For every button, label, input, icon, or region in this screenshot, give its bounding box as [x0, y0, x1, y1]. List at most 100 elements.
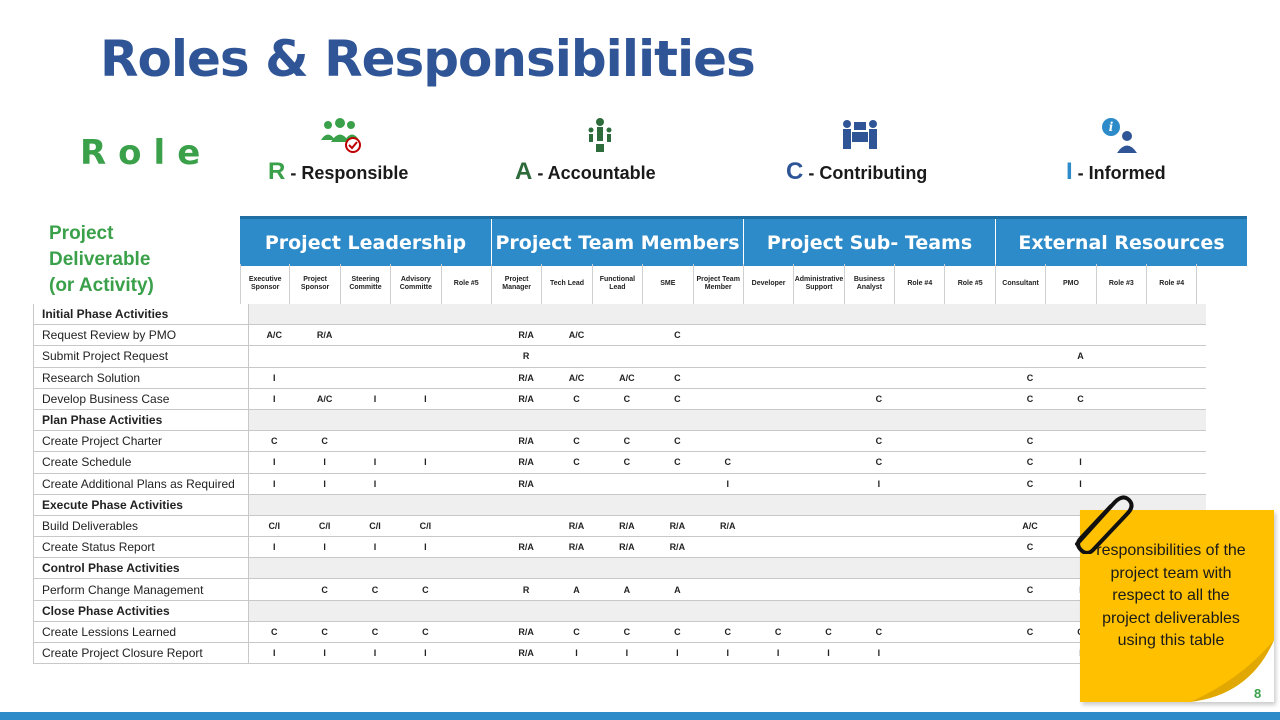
- legend-accountable: A - Accountable: [515, 158, 656, 186]
- raci-cell: [652, 409, 703, 432]
- activity-label: Create Lessions Learned: [33, 621, 249, 644]
- raci-cell: I: [853, 473, 905, 495]
- raci-cell: A: [551, 578, 602, 601]
- raci-cell: [954, 536, 1005, 559]
- raci-cell: [601, 557, 653, 580]
- raci-cell: [349, 409, 401, 432]
- role-header-cell: Advisory Committe: [391, 264, 442, 304]
- raci-cell: [500, 494, 552, 516]
- role-header-cell: Role #5: [945, 264, 996, 304]
- group-external-resources: External Resources: [1018, 231, 1225, 254]
- raci-cell: [652, 345, 703, 368]
- collaboration-icon: [843, 120, 877, 149]
- raci-cell: [1105, 473, 1157, 495]
- raci-cell: [299, 494, 350, 516]
- raci-cell: R/A: [601, 515, 653, 538]
- raci-cell: I: [248, 642, 300, 665]
- role-header-row: Executive Sponsor Project Sponsor Steering…: [240, 264, 1198, 305]
- legend-key-c: C: [786, 158, 804, 185]
- sticky-note-curl: [1190, 640, 1274, 702]
- activity-label: Submit Project Request: [33, 345, 249, 368]
- raci-cell: [954, 430, 1005, 453]
- raci-cell: A: [652, 578, 703, 601]
- raci-cell: C: [1004, 388, 1056, 410]
- raci-cell: I: [1055, 473, 1106, 495]
- raci-cell: R/A: [500, 430, 552, 453]
- raci-cell: [803, 304, 854, 326]
- raci-cell: [551, 557, 602, 580]
- raci-matrix: Initial Phase Activities Request Review b…: [33, 304, 1207, 665]
- raci-cell: R/A: [299, 324, 350, 347]
- raci-cell: [1156, 388, 1207, 410]
- raci-cell: [702, 430, 753, 453]
- raci-cell: [1105, 345, 1157, 368]
- raci-cell: [702, 367, 753, 389]
- raci-cell: C: [349, 621, 401, 644]
- raci-cell: [853, 600, 905, 622]
- raci-cell: I: [248, 536, 300, 559]
- raci-cell: [954, 324, 1005, 347]
- raci-cell: [752, 451, 804, 474]
- raci-cell: I: [400, 388, 451, 410]
- raci-cell: [954, 473, 1005, 495]
- phase-row: Control Phase Activities: [33, 557, 1207, 580]
- raci-cell: [450, 430, 501, 453]
- raci-cell: [904, 324, 955, 347]
- raci-cell: C: [652, 621, 703, 644]
- raci-cell: [450, 451, 501, 474]
- raci-cell: [1004, 324, 1056, 347]
- raci-cell: R/A: [500, 367, 552, 389]
- raci-cell: C: [702, 451, 753, 474]
- raci-cell: C: [551, 621, 602, 644]
- raci-cell: [450, 515, 501, 538]
- deliverable-heading-line: (or Activity): [49, 275, 154, 296]
- activity-row: Research Solution I R/A A/C A/C C C: [33, 367, 1207, 389]
- raci-cell: C/I: [349, 515, 401, 538]
- raci-cell: [904, 494, 955, 516]
- phase-row: Execute Phase Activities: [33, 494, 1207, 516]
- raci-cell: [853, 324, 905, 347]
- raci-cell: C: [601, 388, 653, 410]
- raci-cell: [1156, 473, 1207, 495]
- raci-cell: [803, 515, 854, 538]
- raci-cell: [601, 600, 653, 622]
- raci-cell: [299, 600, 350, 622]
- raci-cell: [752, 578, 804, 601]
- raci-cell: [853, 578, 905, 601]
- raci-cell: R/A: [500, 324, 552, 347]
- raci-cell: [1055, 324, 1106, 347]
- raci-cell: [954, 409, 1005, 432]
- raci-cell: [551, 494, 602, 516]
- raci-cell: [904, 536, 955, 559]
- role-header-cell: Executive Sponsor: [240, 264, 291, 304]
- raci-cell: [450, 642, 501, 665]
- raci-cell: R/A: [500, 642, 552, 665]
- raci-cell: [1004, 642, 1056, 665]
- raci-cell: A/C: [248, 324, 300, 347]
- raci-cell: C: [349, 578, 401, 601]
- activity-label: Create Project Closure Report: [33, 642, 249, 665]
- raci-cell: [1105, 388, 1157, 410]
- raci-cell: [1105, 304, 1157, 326]
- role-header-cell: Business Analyst: [845, 264, 896, 304]
- raci-cell: [803, 324, 854, 347]
- raci-cell: I: [702, 642, 753, 665]
- raci-cell: [500, 515, 552, 538]
- raci-cell: C: [652, 324, 703, 347]
- raci-cell: A/C: [299, 388, 350, 410]
- raci-cell: [954, 451, 1005, 474]
- raci-cell: [400, 304, 451, 326]
- raci-cell: R/A: [702, 515, 753, 538]
- activity-row: Request Review by PMO A/C R/A R/A A/C C: [33, 324, 1207, 347]
- raci-cell: [601, 494, 653, 516]
- activity-label: Create Status Report: [33, 536, 249, 559]
- svg-text:i: i: [1109, 120, 1114, 134]
- info-person-icon: i: [1102, 118, 1137, 153]
- raci-cell: [349, 304, 401, 326]
- raci-cell: [752, 515, 804, 538]
- phase-label: Plan Phase Activities: [33, 409, 249, 432]
- raci-cell: C: [652, 367, 703, 389]
- role-header-cell: Developer: [744, 264, 795, 304]
- role-group-header: Project Leadership Project Team Members …: [240, 216, 1247, 266]
